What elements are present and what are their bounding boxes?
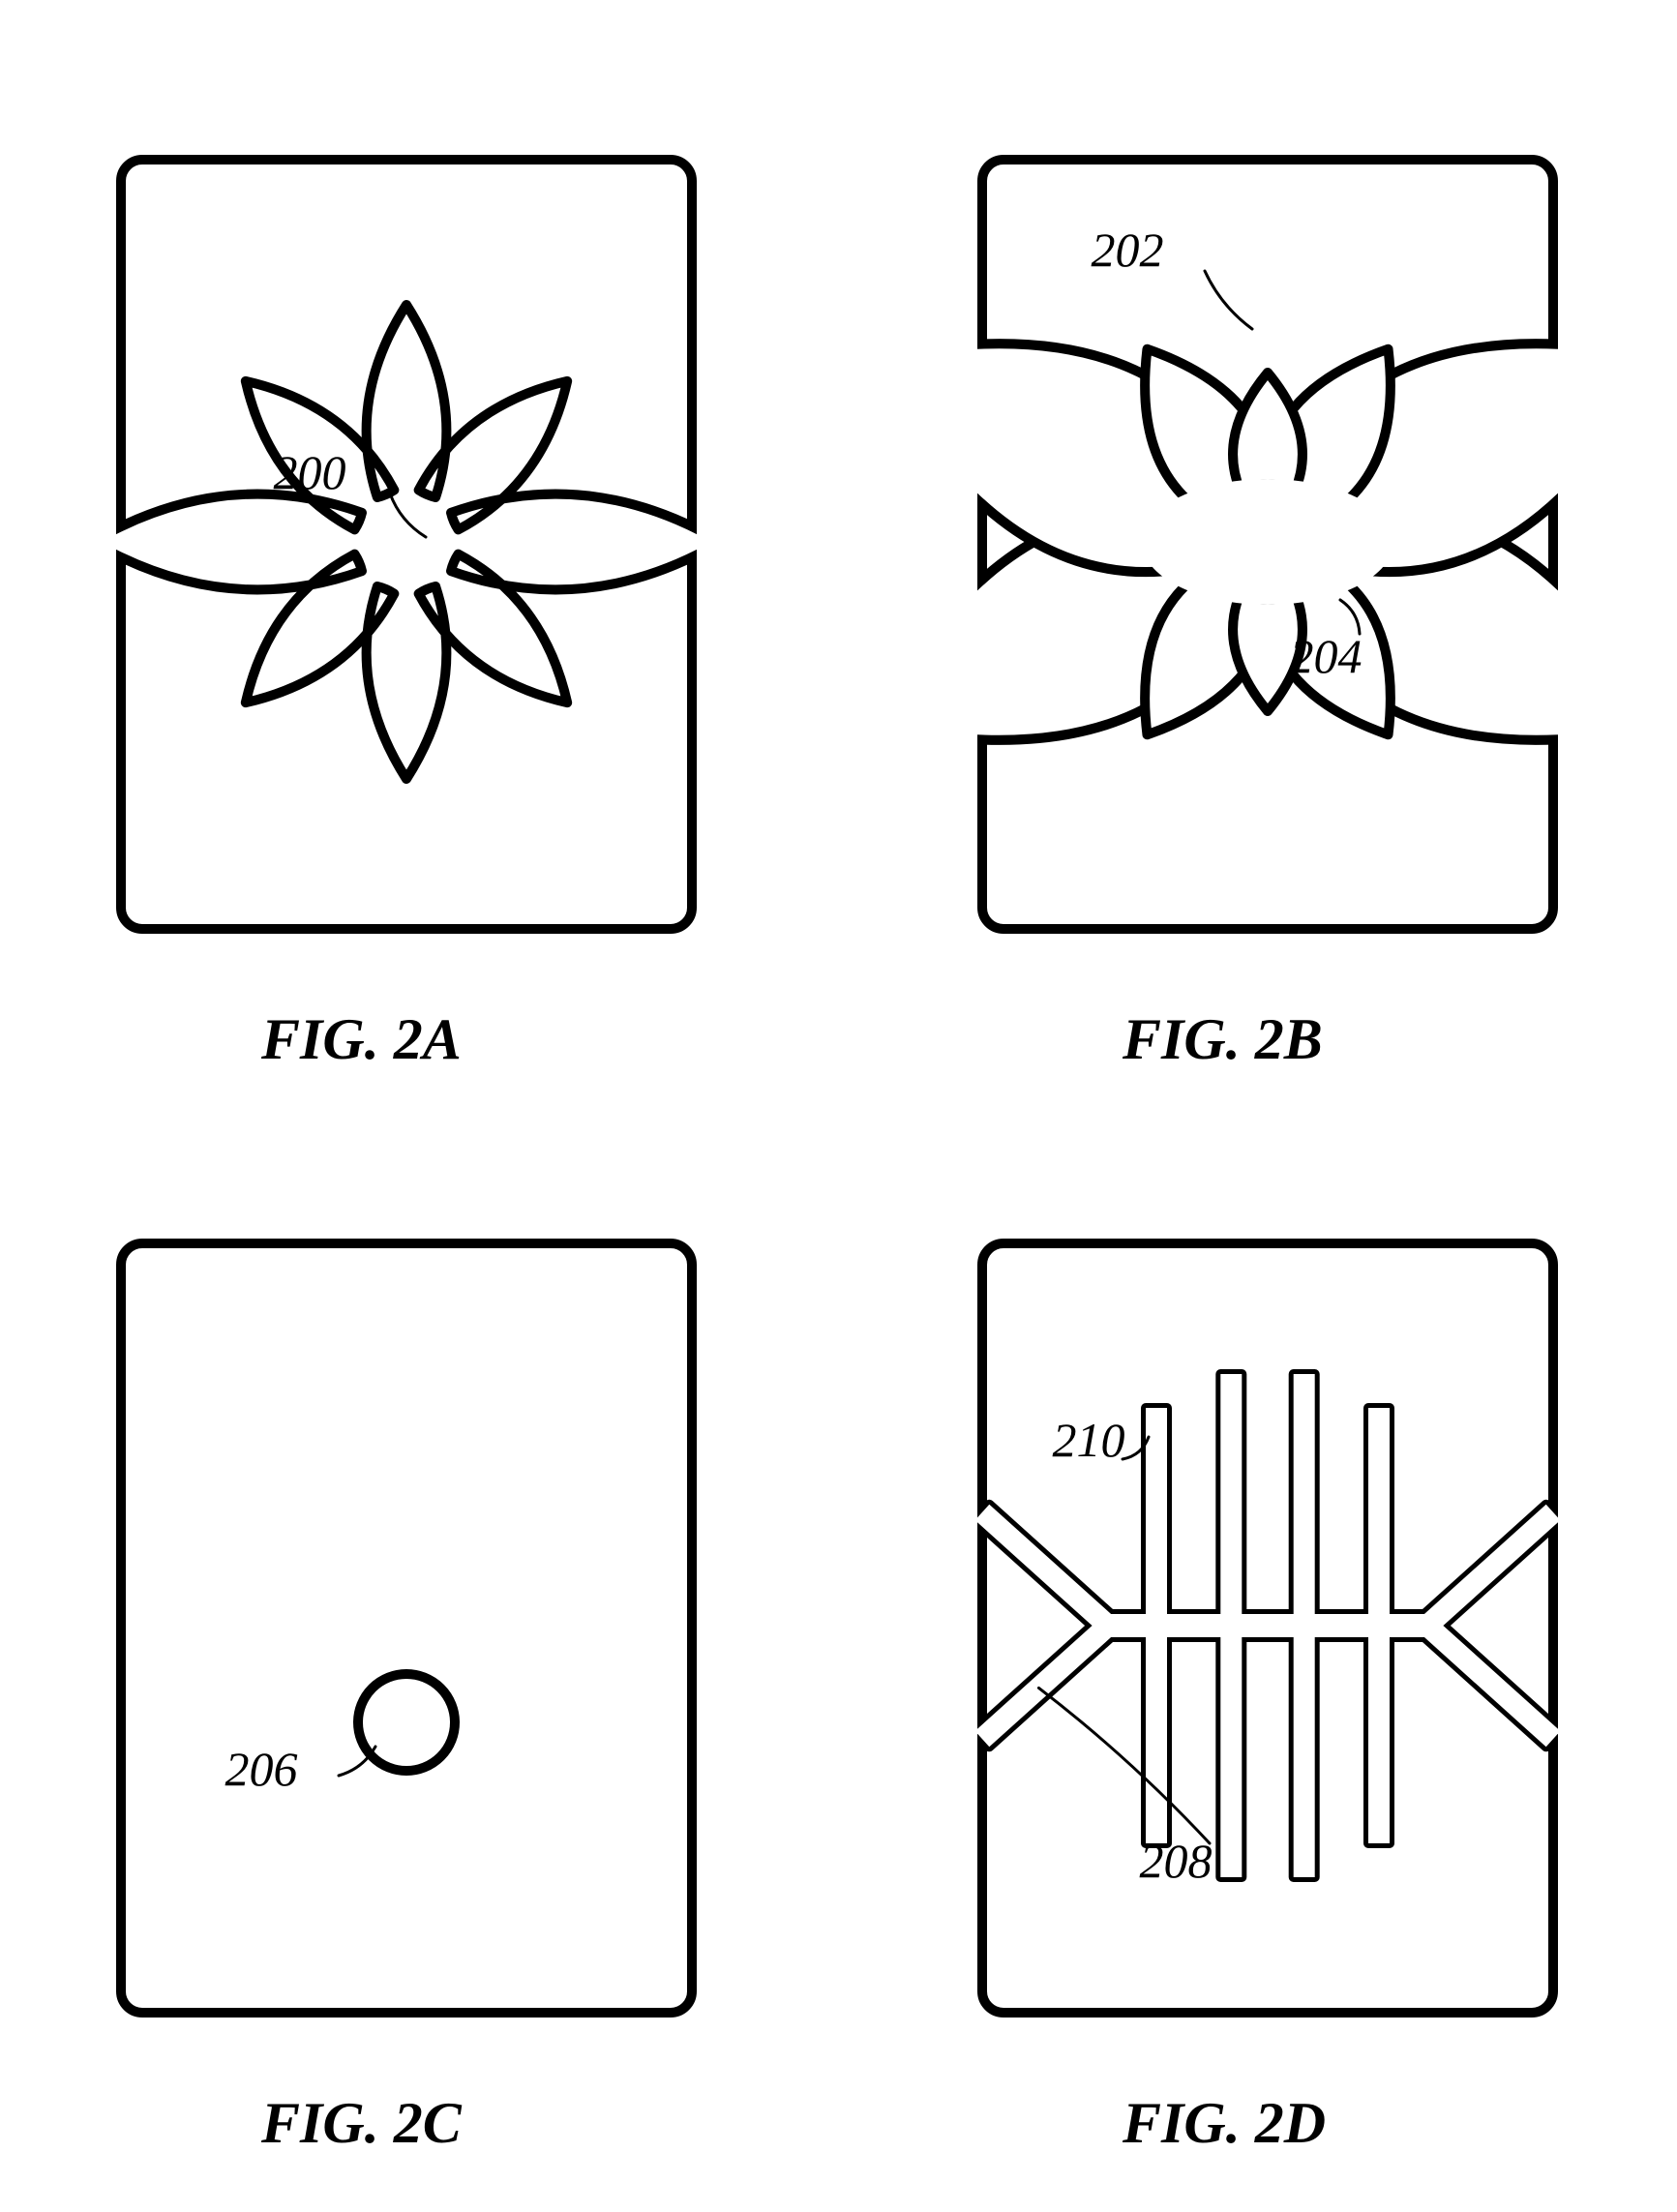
caption-fig-2b: FIG. 2B — [1123, 1006, 1323, 1073]
caption-fig-2a: FIG. 2A — [261, 1006, 462, 1073]
caption-fig-2c: FIG. 2C — [261, 2090, 462, 2157]
svg-text:200: 200 — [274, 445, 346, 499]
figure-sheet: 200 FIG. 2A 202 204 FIG. 2B 206 FIG. 2C 2… — [0, 0, 1677, 2212]
panel-fig-2a: 200 — [116, 155, 697, 934]
panel-fig-2c: 206 — [116, 1239, 697, 2018]
lobed-shape — [977, 344, 1558, 740]
caption-fig-2d: FIG. 2D — [1123, 2090, 1326, 2157]
svg-text:210: 210 — [1053, 1413, 1125, 1467]
svg-text:206: 206 — [225, 1742, 298, 1796]
panel-fig-2b: 202 204 — [977, 155, 1558, 934]
star-shape — [116, 305, 697, 779]
panel-fig-2d: 210 208 — [977, 1239, 1558, 2018]
svg-text:202: 202 — [1092, 223, 1164, 277]
circle-shape — [358, 1674, 455, 1771]
svg-text:208: 208 — [1140, 1834, 1213, 1888]
svg-text:204: 204 — [1290, 629, 1363, 683]
